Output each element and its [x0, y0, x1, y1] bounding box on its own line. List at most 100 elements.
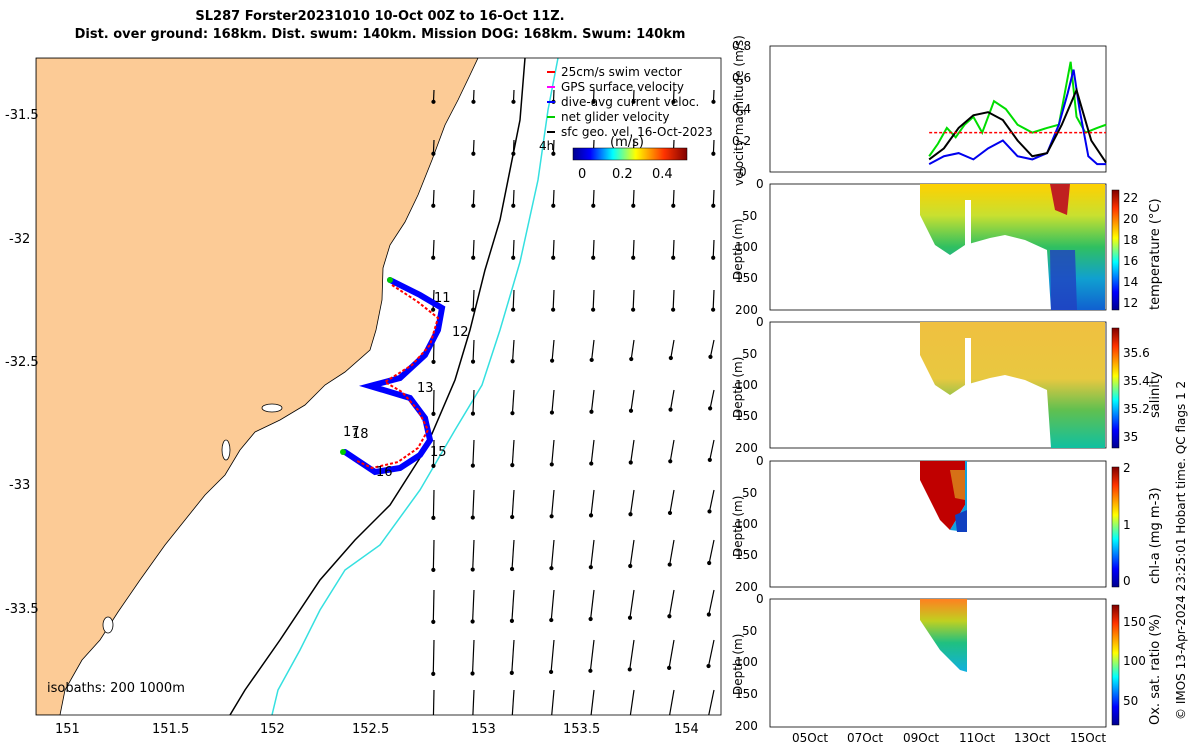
velocity-arrow — [432, 689, 435, 715]
velocity-arrow — [712, 139, 715, 154]
velocity-arrow — [669, 489, 675, 514]
svg-text:150: 150 — [735, 271, 758, 285]
velocity-arrow — [432, 189, 435, 206]
velocity-arrow — [629, 589, 635, 618]
velocity-arrow-head — [431, 99, 436, 104]
velocity-arrow — [669, 439, 675, 462]
velocity-arrow — [432, 389, 435, 414]
velocity-arrow-head — [551, 203, 556, 208]
sal-cbar-label: salinity — [1148, 371, 1163, 418]
velocity-arrow-head — [671, 99, 676, 104]
lon-tick: 154 — [674, 722, 699, 737]
time-axis: 05Oct 07Oct 09Oct 11Oct 13Oct 15Oct — [792, 731, 1106, 745]
velocity-arrow — [511, 339, 515, 362]
isobaths-label: isobaths: 200 1000m — [47, 681, 185, 696]
velocity-arrow — [512, 189, 515, 206]
velocity-arrow-head — [549, 462, 554, 467]
velocity-arrow-head — [667, 510, 673, 516]
series-line — [928, 69, 1106, 166]
velocity-arrow — [670, 339, 675, 359]
velocity-arrow — [712, 239, 715, 258]
velocity-arrow-head — [470, 619, 475, 624]
velocity-arrow — [511, 439, 515, 466]
velocity-arrow — [590, 539, 595, 568]
svg-text:13Oct: 13Oct — [1014, 731, 1050, 745]
velocity-arrow — [472, 439, 475, 466]
svg-text:150: 150 — [735, 548, 758, 562]
chla-cbar-label: chl-a (mg m-3) — [1148, 487, 1163, 584]
velocity-arrow-head — [551, 307, 556, 312]
velocity-arrow-head — [589, 461, 594, 466]
isobath-1000m — [271, 58, 559, 715]
velocity-arrow-head — [549, 514, 554, 519]
velocity-arrow — [511, 639, 515, 673]
chla-cbar-tick: 2 — [1123, 461, 1131, 475]
velocity-arrow-head — [591, 99, 596, 104]
velocity-arrow-field — [431, 89, 716, 723]
plot-title-line1: SL287 Forster20231010 10-Oct 00Z to 16-O… — [195, 9, 565, 24]
velocity-arrow — [551, 339, 555, 361]
map-legend: 25cm/s swim vector GPS surface velocity … — [539, 65, 713, 153]
velocity-arrow-head — [470, 671, 475, 676]
velocity-arrow — [472, 589, 475, 622]
velocity-arrow — [551, 689, 555, 715]
vel-ytick: 0.4 — [732, 102, 751, 116]
svg-text:Depth (m): Depth (m) — [731, 634, 745, 695]
velocity-arrow-head — [431, 255, 436, 260]
velocity-arrow-head — [628, 720, 631, 723]
temp-cbar-tick: 22 — [1123, 191, 1138, 205]
lat-tick: -33 — [9, 478, 30, 493]
velocity-arrow — [630, 339, 635, 360]
map-panel: 11 12 13 15 16 17 18 25cm/s swim vector … — [5, 57, 722, 737]
ox-cbar-tick: 100 — [1123, 654, 1146, 668]
lat-tick: -32.5 — [5, 355, 39, 370]
temp-cbar-label: temperature (°C) — [1148, 198, 1163, 310]
sal-cbar-tick: 35.6 — [1123, 346, 1150, 360]
lat-tick: -32 — [9, 232, 30, 247]
velocity-arrow — [709, 439, 715, 461]
velocity-arrow-head — [431, 463, 436, 469]
velocity-arrow-head — [509, 618, 515, 624]
velocity-arrow-head — [591, 203, 596, 208]
lat-tick: -31.5 — [5, 108, 39, 123]
velocity-series — [928, 61, 1107, 166]
velocity-arrow — [471, 639, 475, 674]
velocity-arrow — [708, 589, 715, 615]
velocity-arrow-head — [629, 356, 634, 362]
lon-tick: 152 — [260, 722, 285, 737]
velocity-arrow — [669, 389, 675, 410]
velocity-arrow-head — [707, 716, 710, 719]
day-label: 12 — [452, 325, 469, 340]
velocity-arrow-head — [470, 463, 475, 468]
chla-cbar-tick: 0 — [1123, 574, 1131, 588]
velocity-arrow — [551, 439, 555, 465]
svg-text:0: 0 — [756, 315, 764, 329]
svg-text:100: 100 — [735, 240, 758, 254]
velocity-arrow — [668, 589, 675, 617]
velocity-arrow-head — [510, 463, 515, 468]
velocity-arrow — [707, 639, 715, 667]
velocity-arrow-head — [431, 515, 436, 520]
velocity-arrow — [552, 289, 555, 310]
velocity-arrow — [552, 189, 555, 206]
velocity-arrow — [511, 539, 515, 570]
legend-gps-velocity: GPS surface velocity — [561, 80, 684, 94]
velocity-arrow — [472, 139, 475, 154]
velocity-arrow-head — [510, 359, 515, 364]
velocity-arrow — [550, 589, 555, 621]
velocity-arrow — [592, 289, 595, 310]
velocity-arrow — [672, 239, 675, 258]
svg-text:200: 200 — [735, 303, 758, 317]
lon-tick: 152.5 — [352, 722, 389, 737]
velocity-arrow-head — [511, 99, 516, 104]
velocity-arrow-head — [706, 663, 711, 669]
velocity-arrow-head — [667, 718, 670, 721]
svg-text:50: 50 — [742, 624, 757, 638]
vel-ytick: 0.6 — [732, 71, 751, 85]
velocity-arrow — [432, 139, 435, 154]
velocity-arrow — [672, 189, 675, 206]
lon-tick: 151.5 — [152, 722, 189, 737]
velocity-arrow — [552, 139, 555, 154]
velocity-arrow-head — [707, 560, 712, 566]
velocity-arrow-head — [588, 513, 594, 518]
